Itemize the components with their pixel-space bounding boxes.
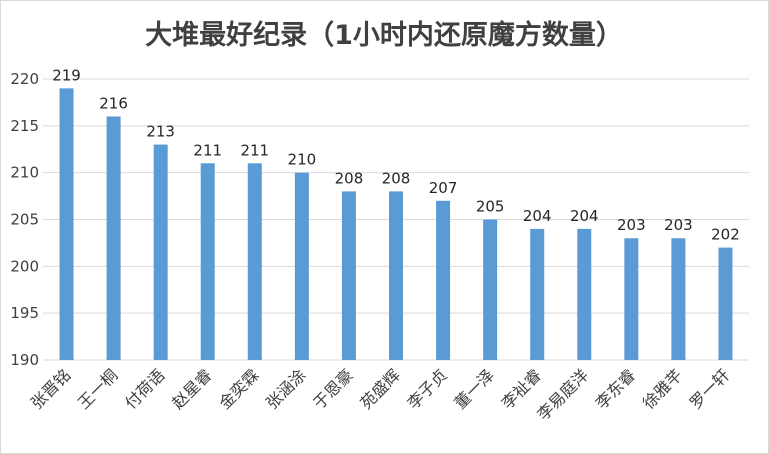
bar [436, 200, 451, 360]
category-label: 李子贞 [404, 365, 451, 412]
data-label: 213 [146, 123, 175, 141]
bar [294, 172, 309, 360]
category-label: 李易庭洋 [533, 365, 592, 424]
data-label: 205 [476, 198, 505, 216]
bar [106, 116, 121, 360]
y-tick-label: 220 [10, 70, 39, 88]
category-label: 苑盛辉 [356, 365, 403, 412]
data-label: 204 [523, 207, 552, 225]
category-label: 罗一轩 [686, 365, 733, 412]
bar [624, 238, 639, 360]
data-labels: 219 216 213 211 211 210 208 208 207 205 204 204 203 2… [52, 66, 740, 243]
category-label: 张晋铭 [27, 365, 74, 412]
category-label: 王一桐 [74, 365, 121, 412]
data-label: 203 [617, 216, 646, 234]
category-label: 李东睿 [592, 365, 639, 412]
bar [200, 163, 215, 360]
chart-title: 大堆最好纪录（1小时内还原魔方数量） [145, 19, 623, 51]
bar [59, 88, 74, 360]
data-label: 211 [193, 141, 222, 159]
bar [577, 228, 592, 360]
bar [341, 191, 356, 360]
data-label: 204 [570, 207, 599, 225]
category-label: 赵星睿 [168, 365, 215, 412]
y-tick-label: 195 [10, 304, 39, 322]
y-tick-label: 200 [10, 257, 39, 275]
bars [59, 88, 733, 360]
data-label: 208 [335, 169, 364, 187]
data-label: 211 [240, 141, 269, 159]
category-label: 付荷语 [121, 365, 168, 412]
category-label: 张涵涂 [262, 365, 309, 412]
data-label: 207 [429, 179, 458, 197]
data-label: 219 [52, 66, 81, 84]
y-tick-label: 210 [10, 164, 39, 182]
bar [671, 238, 686, 360]
y-axis-ticks: 190 195 200 205 210 215 220 [10, 70, 39, 369]
bar [153, 144, 168, 360]
bar [530, 228, 545, 360]
data-label: 210 [288, 151, 317, 169]
data-label: 203 [664, 216, 693, 234]
category-label: 金奕霖 [215, 365, 262, 412]
bar [483, 219, 498, 360]
y-tick-label: 215 [10, 117, 39, 135]
y-tick-label: 190 [10, 351, 39, 369]
data-label: 216 [99, 94, 128, 112]
bar [718, 247, 733, 360]
category-label: 董一泽 [451, 365, 498, 412]
data-label: 208 [382, 169, 411, 187]
y-tick-label: 205 [10, 211, 39, 229]
category-label: 于恩豪 [309, 365, 356, 412]
category-label: 徐雅芊 [639, 365, 686, 412]
bar [247, 163, 262, 360]
data-label: 202 [711, 226, 740, 244]
bar [389, 191, 403, 360]
